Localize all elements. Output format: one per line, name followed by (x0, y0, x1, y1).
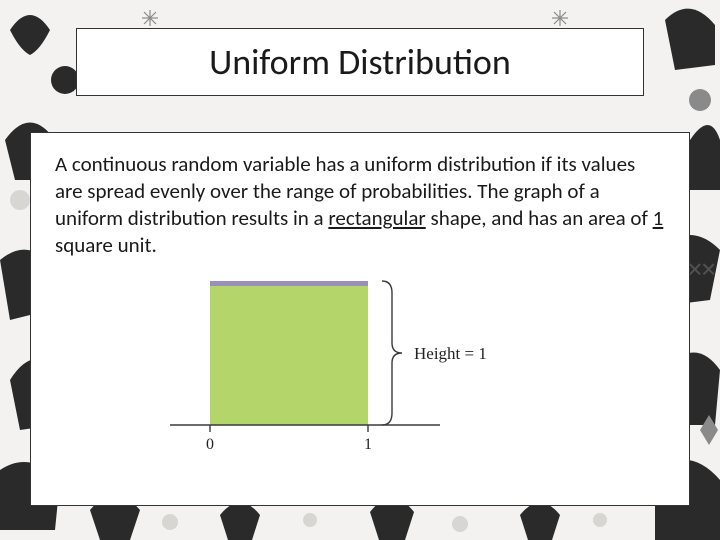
slide: Uniform Distribution A continuous random… (0, 0, 720, 540)
body-one: 1 (653, 205, 664, 231)
tick-label-0: 0 (206, 436, 214, 453)
body-mid: shape, and has an area of (426, 205, 653, 231)
height-label: Height = 1 (414, 344, 487, 363)
title-box: Uniform Distribution (76, 28, 644, 96)
density-top-band (210, 281, 368, 286)
tick-label-1: 1 (364, 436, 372, 453)
body-paragraph: A continuous random variable has a unifo… (55, 151, 665, 259)
uniform-distribution-figure: 0 1 Height = 1 (160, 275, 560, 465)
body-rectangular: rectangular (328, 205, 425, 231)
slide-title: Uniform Distribution (209, 40, 511, 84)
body-post: square unit. (55, 232, 157, 258)
content-box: A continuous random variable has a unifo… (30, 132, 690, 506)
figure-svg: 0 1 Height = 1 (160, 275, 560, 465)
height-brace (382, 281, 402, 425)
density-rect (210, 286, 368, 425)
